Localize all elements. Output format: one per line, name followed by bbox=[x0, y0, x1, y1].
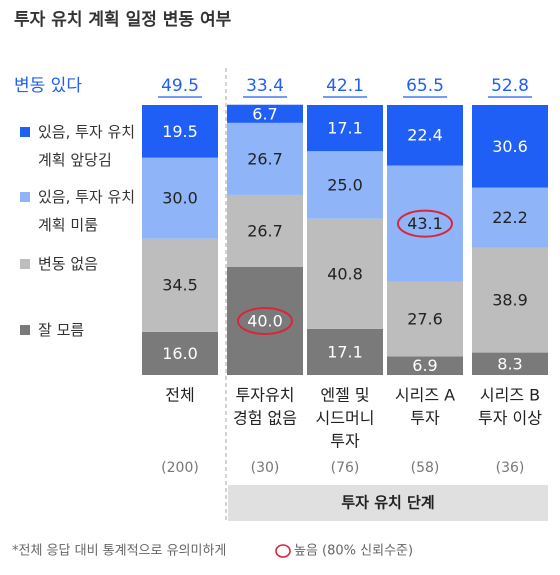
bar-segment bbox=[142, 157, 218, 239]
bar-segment bbox=[472, 352, 548, 375]
value-label: 16.0 bbox=[162, 344, 198, 363]
legend-item: 있음, 투자 유치 계획 앞당김 bbox=[20, 118, 150, 174]
bar-segment bbox=[472, 105, 548, 188]
legend-swatch bbox=[20, 259, 30, 269]
legend-label: 변동 없음 bbox=[38, 255, 98, 273]
bar-segment bbox=[387, 165, 463, 282]
value-label: 27.6 bbox=[407, 310, 443, 329]
highlight bbox=[237, 307, 293, 335]
footnote: *전체 응답 대비 통계적으로 유의미하게 bbox=[12, 544, 226, 559]
bar-segment bbox=[227, 122, 303, 195]
value-label: 8.3 bbox=[497, 354, 522, 373]
legend-swatch bbox=[20, 325, 30, 335]
total-value: 42.1 bbox=[326, 76, 364, 96]
total-value: 65.5 bbox=[406, 76, 444, 96]
bar-segment bbox=[472, 247, 548, 353]
legend-swatch bbox=[20, 127, 30, 137]
value-label: 19.5 bbox=[162, 122, 198, 141]
value-label: 26.7 bbox=[247, 149, 283, 168]
value-label: 40.0 bbox=[247, 312, 283, 331]
sample-size: (76) bbox=[331, 460, 360, 476]
value-label: 22.4 bbox=[407, 126, 443, 145]
bar-segment bbox=[142, 331, 218, 375]
bar-segment bbox=[387, 356, 463, 375]
value-label: 17.1 bbox=[327, 119, 363, 138]
value-label: 43.1 bbox=[407, 214, 443, 233]
total-label: 변동 있다 bbox=[14, 76, 82, 96]
group-label: 투자 유치 단계 bbox=[341, 494, 434, 512]
legend-item: 변동 없음 bbox=[20, 250, 150, 278]
sample-size: (30) bbox=[251, 460, 280, 476]
value-label: 40.8 bbox=[327, 264, 363, 283]
group-box bbox=[228, 485, 548, 521]
sample-size: (36) bbox=[496, 460, 525, 476]
sample-size: (200) bbox=[161, 460, 199, 476]
bar-segment bbox=[227, 104, 303, 123]
total-value: 33.4 bbox=[246, 76, 284, 96]
chart-title: 투자 유치 계획 일정 변동 여부 bbox=[14, 10, 232, 30]
legend-swatch bbox=[20, 192, 30, 202]
x-tick-label: 엔젤 및 bbox=[320, 386, 369, 405]
x-tick-label: 투자 bbox=[410, 409, 440, 428]
bar-segment bbox=[307, 105, 383, 152]
bar-segment bbox=[227, 194, 303, 267]
value-label: 22.2 bbox=[492, 208, 528, 227]
footnote: 높음 (80% 신뢰수준) bbox=[294, 544, 413, 559]
sample-size: (58) bbox=[411, 460, 440, 476]
bar-segment bbox=[472, 187, 548, 248]
bar-segment bbox=[307, 328, 383, 375]
value-label: 38.9 bbox=[492, 291, 528, 310]
value-label: 6.7 bbox=[252, 104, 277, 123]
value-label: 34.5 bbox=[162, 276, 198, 295]
bar-segment bbox=[307, 218, 383, 329]
legend-item: 잘 모름 bbox=[20, 316, 150, 344]
value-label: 17.1 bbox=[327, 342, 363, 361]
legend-label: 있음, 투자 유치 계획 미룸 bbox=[38, 188, 136, 234]
value-label: 25.0 bbox=[327, 175, 363, 194]
x-tick-label: 경험 없음 bbox=[233, 409, 297, 428]
value-label: 30.6 bbox=[492, 137, 528, 156]
footnote-marker bbox=[275, 544, 291, 558]
highlight bbox=[397, 209, 453, 238]
total-value: 49.5 bbox=[161, 76, 199, 96]
bar-segment bbox=[387, 105, 463, 166]
x-tick-label: 투자유치 bbox=[236, 386, 295, 405]
x-tick-label: 투자 이상 bbox=[478, 409, 542, 428]
bar-segment bbox=[142, 105, 218, 158]
bar-segment bbox=[142, 238, 218, 332]
value-label: 6.9 bbox=[412, 356, 437, 375]
total-value: 52.8 bbox=[491, 76, 529, 96]
x-tick-label: 시리즈 A bbox=[395, 386, 455, 405]
legend-label: 있음, 투자 유치 계획 앞당김 bbox=[38, 123, 136, 169]
value-label: 26.7 bbox=[247, 221, 283, 240]
bar-segment bbox=[227, 267, 303, 375]
x-tick-label: 전체 bbox=[165, 386, 194, 405]
legend-label: 잘 모름 bbox=[38, 321, 85, 339]
x-tick-label: 투자 bbox=[330, 432, 360, 451]
bar-segment bbox=[307, 151, 383, 219]
value-label: 30.0 bbox=[162, 189, 198, 208]
x-tick-label: 시드머니 bbox=[316, 409, 375, 428]
bar-segment bbox=[387, 281, 463, 357]
x-tick-label: 시리즈 B bbox=[480, 386, 540, 405]
legend-item: 있음, 투자 유치 계획 미룸 bbox=[20, 183, 150, 239]
